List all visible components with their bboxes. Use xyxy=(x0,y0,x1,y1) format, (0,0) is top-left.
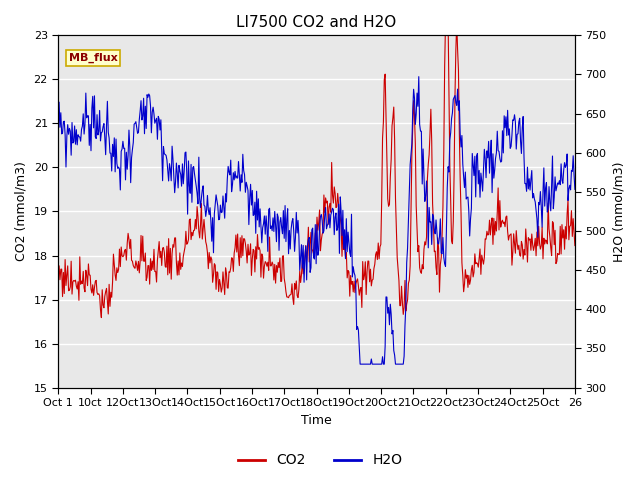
H2O xyxy=(571,187,579,192)
CO2 xyxy=(97,315,105,321)
H2O xyxy=(54,130,62,136)
H2O xyxy=(400,353,408,359)
Y-axis label: CO2 (mmol/m3): CO2 (mmol/m3) xyxy=(15,162,28,262)
Line: H2O: H2O xyxy=(58,77,575,364)
CO2 xyxy=(442,19,449,25)
CO2 xyxy=(188,229,196,235)
Title: LI7500 CO2 and H2O: LI7500 CO2 and H2O xyxy=(236,15,397,30)
H2O xyxy=(445,169,453,175)
CO2 xyxy=(571,243,579,249)
CO2 xyxy=(400,304,408,310)
H2O xyxy=(188,162,195,168)
H2O xyxy=(415,74,422,80)
Line: CO2: CO2 xyxy=(58,22,575,318)
H2O xyxy=(288,219,296,225)
H2O xyxy=(146,93,154,98)
H2O xyxy=(356,361,364,367)
Y-axis label: H2O (mmol/m3): H2O (mmol/m3) xyxy=(612,161,625,262)
CO2 xyxy=(445,92,453,98)
Text: MB_flux: MB_flux xyxy=(68,53,117,63)
Legend: CO2, H2O: CO2, H2O xyxy=(232,448,408,473)
CO2 xyxy=(147,256,154,262)
X-axis label: Time: Time xyxy=(301,414,332,427)
CO2 xyxy=(289,295,297,301)
CO2 xyxy=(360,277,367,283)
H2O xyxy=(360,361,367,367)
CO2 xyxy=(54,268,62,274)
